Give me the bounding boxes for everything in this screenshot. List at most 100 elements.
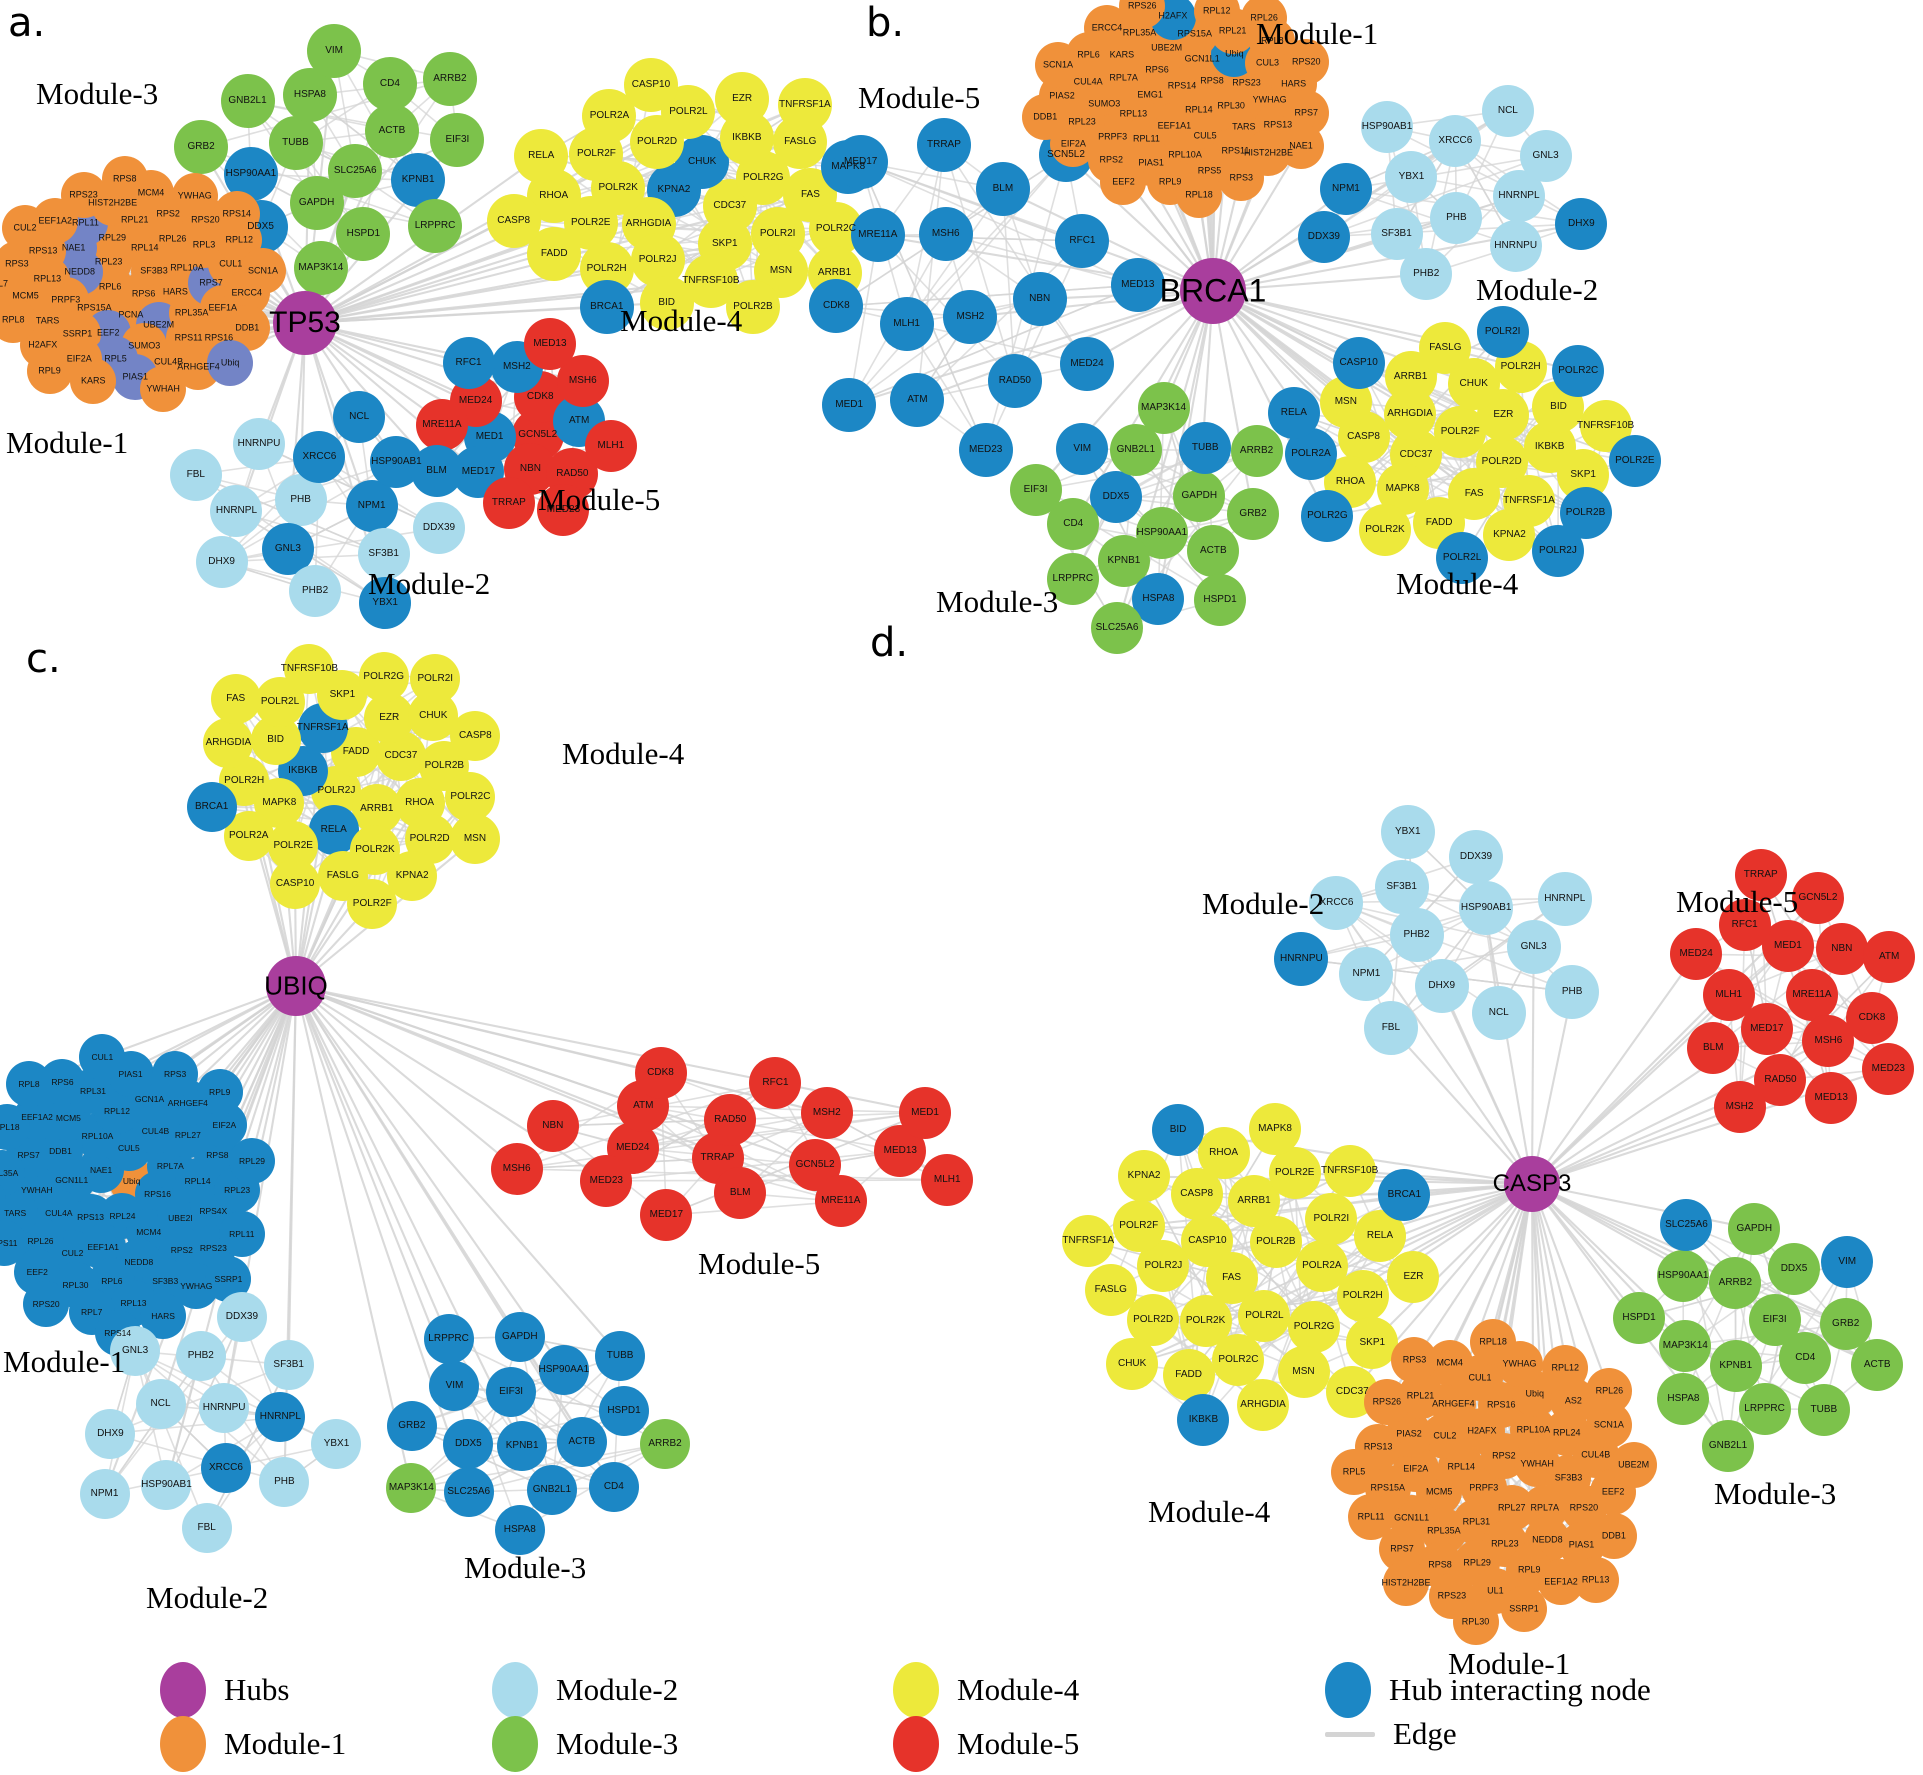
node-hspd1[interactable] bbox=[1194, 573, 1247, 626]
node-blm[interactable] bbox=[975, 162, 1030, 217]
node-rpl30[interactable] bbox=[1452, 1598, 1499, 1645]
node-eif3i[interactable] bbox=[430, 112, 485, 167]
node-sf3b1[interactable] bbox=[1374, 860, 1429, 915]
node-hnrnpl[interactable] bbox=[1537, 871, 1592, 926]
node-med23[interactable] bbox=[958, 422, 1013, 477]
node-ddx39[interactable] bbox=[1448, 829, 1503, 884]
node-nbn[interactable] bbox=[1815, 922, 1868, 975]
node-atm[interactable] bbox=[890, 372, 945, 427]
node-tnfrsf10b[interactable] bbox=[1323, 1145, 1376, 1198]
node-map3k14[interactable] bbox=[293, 240, 348, 295]
node-cul2[interactable] bbox=[2, 204, 49, 251]
node-rela[interactable] bbox=[1267, 386, 1320, 439]
node-scn1a[interactable] bbox=[1035, 41, 1082, 88]
node-ddx5[interactable] bbox=[1089, 471, 1142, 524]
node-brca1[interactable] bbox=[186, 781, 237, 832]
node-med1[interactable] bbox=[899, 1086, 952, 1139]
node-gapdh[interactable] bbox=[289, 176, 344, 231]
node-hnrnpl[interactable] bbox=[255, 1392, 306, 1443]
node-casp8[interactable] bbox=[486, 193, 541, 248]
node-med23[interactable] bbox=[537, 484, 590, 537]
node-polr2i[interactable] bbox=[410, 653, 461, 704]
node-phb2[interactable] bbox=[1389, 907, 1444, 962]
node-kpna2[interactable] bbox=[387, 850, 438, 901]
node-actb[interactable] bbox=[1851, 1339, 1904, 1392]
node-msn[interactable] bbox=[1277, 1345, 1330, 1398]
node-rad50[interactable] bbox=[987, 353, 1042, 408]
node-ybx1[interactable] bbox=[359, 577, 412, 630]
node-gnl3[interactable] bbox=[1506, 920, 1561, 975]
node-med23[interactable] bbox=[1862, 1042, 1915, 1095]
node-ikbkb[interactable] bbox=[1177, 1393, 1230, 1446]
node-nbn[interactable] bbox=[1012, 272, 1067, 327]
node-rpl12[interactable] bbox=[1542, 1345, 1589, 1392]
node-rpl18[interactable] bbox=[1470, 1319, 1517, 1366]
node-rpl18[interactable] bbox=[1175, 171, 1222, 218]
node-med1[interactable] bbox=[822, 378, 877, 433]
node-brca1[interactable] bbox=[579, 279, 634, 334]
node-hsp90aa1[interactable] bbox=[538, 1345, 589, 1396]
node-hspa8[interactable] bbox=[1132, 572, 1185, 625]
node-xrcc6[interactable] bbox=[293, 431, 346, 484]
node-cul1[interactable] bbox=[79, 1034, 126, 1081]
node-hnrnpu[interactable] bbox=[1489, 220, 1542, 273]
node-brca1[interactable] bbox=[1378, 1168, 1431, 1221]
node-rpl13[interactable] bbox=[1572, 1556, 1619, 1603]
node-slc25a6[interactable] bbox=[443, 1466, 494, 1517]
node-arrb2[interactable] bbox=[422, 52, 477, 107]
node-gnb2l1[interactable] bbox=[1702, 1420, 1755, 1473]
node-actb[interactable] bbox=[364, 103, 419, 158]
node-cdk8[interactable] bbox=[809, 279, 864, 334]
node-eef2[interactable] bbox=[1100, 158, 1147, 205]
node-hnrnpu[interactable] bbox=[199, 1382, 250, 1433]
node-eif3i[interactable] bbox=[486, 1367, 537, 1418]
node-arhgdia[interactable] bbox=[1237, 1379, 1290, 1432]
node-fas[interactable] bbox=[210, 673, 261, 724]
node-hist2h2be[interactable] bbox=[1382, 1559, 1429, 1606]
node-hnrnpl[interactable] bbox=[210, 485, 263, 538]
node-ddx5[interactable] bbox=[443, 1419, 494, 1469]
node-polr2i[interactable] bbox=[1476, 306, 1529, 359]
node-map3k14[interactable] bbox=[1659, 1319, 1712, 1372]
node-polr2l[interactable] bbox=[1436, 531, 1489, 584]
node-polr2e[interactable] bbox=[1268, 1146, 1321, 1199]
node-lrpprc[interactable] bbox=[408, 199, 463, 254]
node-ybx1[interactable] bbox=[311, 1419, 362, 1470]
node-med17[interactable] bbox=[833, 135, 888, 190]
node-rfc1[interactable] bbox=[749, 1056, 802, 1109]
node-map3k14[interactable] bbox=[1137, 381, 1190, 434]
hub-node-ubiq[interactable] bbox=[266, 956, 326, 1016]
node-polr2g[interactable] bbox=[1301, 489, 1354, 542]
node-bid[interactable] bbox=[639, 275, 694, 330]
node-cd4[interactable] bbox=[588, 1462, 639, 1513]
node-msn[interactable] bbox=[449, 813, 500, 864]
node-msh2[interactable] bbox=[800, 1087, 853, 1140]
node-gnl3[interactable] bbox=[110, 1326, 161, 1377]
node-med17[interactable] bbox=[640, 1189, 693, 1242]
node-arhgdia[interactable] bbox=[203, 717, 254, 768]
node-faslg[interactable] bbox=[1419, 322, 1472, 374]
node-blm[interactable] bbox=[410, 444, 463, 497]
node-cd4[interactable] bbox=[1779, 1332, 1832, 1385]
node-trrap[interactable] bbox=[916, 117, 971, 172]
node-rpl9[interactable] bbox=[26, 347, 73, 394]
node-rpl7[interactable] bbox=[0, 261, 20, 308]
node-vim[interactable] bbox=[1821, 1236, 1874, 1289]
node-dhx9[interactable] bbox=[1555, 197, 1608, 250]
node-rpl5[interactable] bbox=[1330, 1448, 1377, 1495]
node-tubb[interactable] bbox=[1797, 1383, 1850, 1436]
node-rps23[interactable] bbox=[60, 171, 107, 218]
node-phb2[interactable] bbox=[289, 565, 342, 618]
node-faslg[interactable] bbox=[1084, 1263, 1137, 1316]
node-msh6[interactable] bbox=[490, 1142, 543, 1195]
node-hspa8[interactable] bbox=[1657, 1373, 1710, 1426]
node-med17[interactable] bbox=[1740, 1003, 1793, 1056]
node-blm[interactable] bbox=[714, 1167, 767, 1220]
node-rpl12[interactable] bbox=[1193, 0, 1240, 34]
node-skp1[interactable] bbox=[1346, 1316, 1399, 1369]
node-casp8[interactable] bbox=[450, 711, 501, 762]
node-ddx39[interactable] bbox=[412, 502, 465, 555]
node-sf3b1[interactable] bbox=[263, 1339, 314, 1390]
node-med24[interactable] bbox=[1060, 336, 1114, 391]
node-eif3i[interactable] bbox=[1009, 464, 1062, 517]
